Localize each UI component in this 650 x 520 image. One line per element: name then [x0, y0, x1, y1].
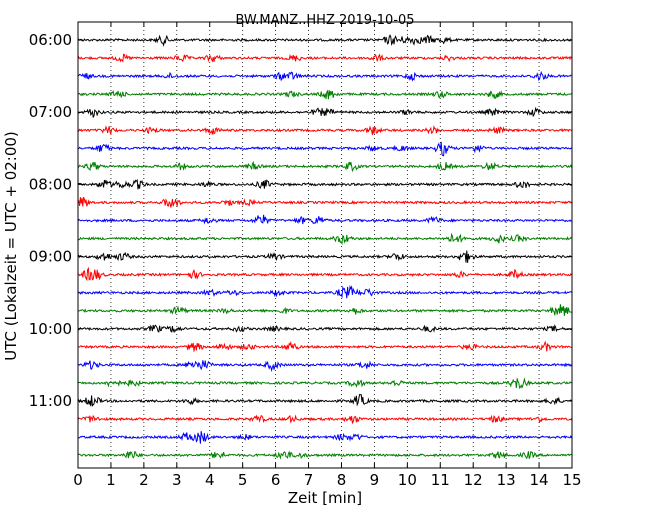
trace-11	[77, 232, 572, 246]
x-tick-label: 9	[370, 471, 380, 489]
x-tick-label: 6	[271, 471, 281, 489]
y-axis-ticks: 06:00 07:00 08:00 09:00 10:00 11:00	[29, 31, 572, 410]
x-tick-label: 3	[172, 471, 182, 489]
trace-1	[77, 53, 572, 63]
plot-area: 0 1 2 3 4 5 6 7 8 9 10 11 12 13 14 15 06:0007:0008:0009…	[29, 21, 582, 489]
trace-8	[77, 178, 572, 190]
y-tick-label: 06:00	[29, 31, 72, 49]
y-tick-label: 10:00	[29, 320, 72, 338]
trace-5	[77, 125, 572, 136]
y-tick-label: 09:00	[29, 248, 72, 266]
trace-18	[77, 360, 573, 373]
trace-6	[77, 141, 572, 157]
trace-0	[77, 34, 573, 48]
trace-13	[77, 266, 572, 282]
x-tick-label: 15	[562, 471, 581, 489]
x-tick-label: 13	[497, 471, 516, 489]
trace-group	[77, 34, 573, 460]
trace-9	[77, 196, 573, 208]
x-tick-label: 11	[431, 471, 450, 489]
trace-22	[77, 431, 573, 444]
x-axis-ticks: 0 1 2 3 4 5 6 7 8 9 10 11 12 13 14 15	[73, 22, 582, 489]
chart-title: BW.MANZ..HHZ 2019-10-05	[235, 13, 414, 28]
x-tick-label: 5	[238, 471, 248, 489]
trace-19	[77, 377, 572, 390]
x-tick-label: 14	[530, 471, 549, 489]
trace-16	[77, 324, 572, 334]
y-axis-label: UTC (Lokalzeit = UTC + 02:00)	[2, 131, 20, 361]
trace-14	[77, 284, 572, 299]
trace-23	[77, 450, 572, 460]
x-tick-label: 0	[73, 471, 83, 489]
trace-15	[77, 304, 572, 316]
x-tick-label: 8	[337, 471, 347, 489]
y-tick-label: 11:00	[29, 392, 72, 410]
x-axis-label: Zeit [min]	[288, 489, 362, 507]
x-tick-label: 7	[304, 471, 314, 489]
trace-12	[77, 250, 572, 263]
trace-10	[77, 214, 572, 225]
x-tick-label: 4	[205, 471, 215, 489]
y-tick-label: 07:00	[29, 103, 72, 121]
x-tick-label: 1	[106, 471, 116, 489]
trace-17	[77, 340, 572, 352]
x-tick-label: 10	[398, 471, 417, 489]
trace-4	[77, 106, 572, 119]
trace-21	[77, 414, 573, 425]
trace-3	[77, 89, 572, 100]
trace-7	[77, 160, 573, 173]
trace-20	[77, 393, 572, 407]
trace-2	[77, 70, 572, 82]
plot-frame	[77, 21, 573, 469]
x-tick-label: 2	[139, 471, 149, 489]
y-tick-label: 08:00	[29, 175, 72, 193]
x-tick-label: 12	[464, 471, 483, 489]
